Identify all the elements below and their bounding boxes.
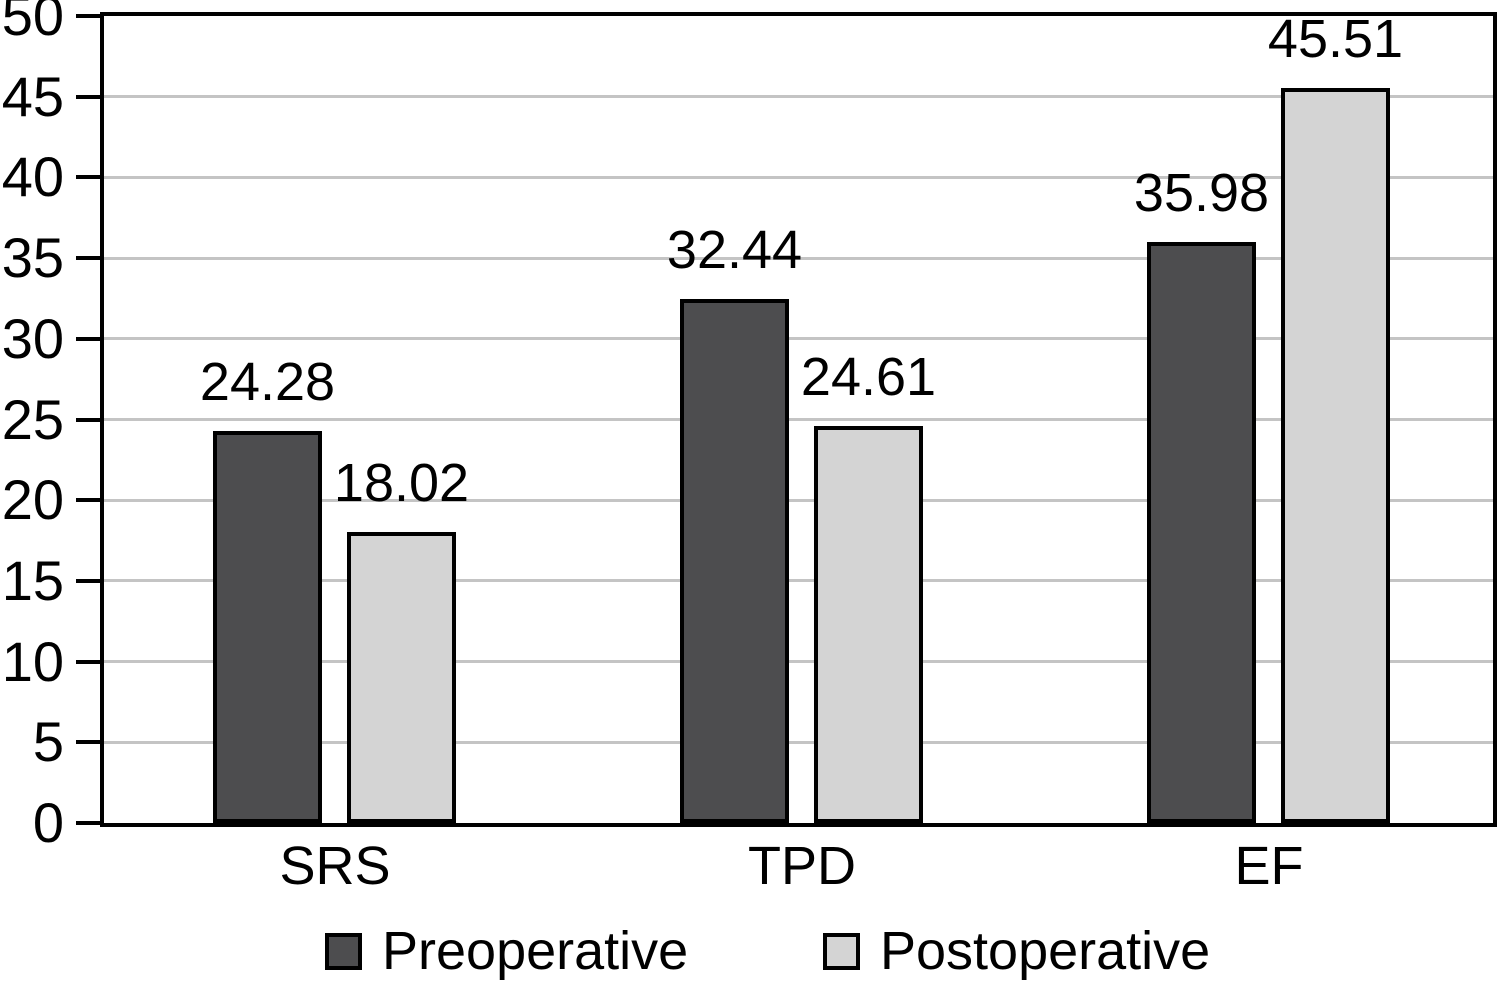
x-axis-label-srs: SRS [279, 836, 391, 896]
legend-item-postoperative: Postoperative [823, 922, 1210, 980]
y-tick-label-0: 0 [32, 791, 64, 854]
gridline-35 [104, 256, 1493, 260]
y-tick-label-10: 10 [1, 629, 64, 693]
gridline-25 [104, 418, 1493, 421]
gridline-15 [104, 579, 1493, 583]
gridline-10 [104, 660, 1493, 664]
y-tick-label-5: 5 [32, 710, 64, 774]
value-label-preoperative-tpd: 32.44 [666, 220, 803, 280]
y-tick-label-35: 35 [1, 226, 64, 290]
gridlines-layer [104, 16, 1493, 823]
postoperative-swatch [823, 932, 860, 970]
y-tick-45 [76, 94, 104, 99]
gridline-30 [104, 337, 1493, 341]
bar-preoperative-srs [213, 431, 322, 823]
plot-area: 24.28 18.02 32.44 24.61 35.98 45.51 [100, 12, 1497, 827]
y-tick-label-50: 50 [1, 0, 64, 47]
y-tick-35 [76, 256, 104, 261]
value-label-postoperative-ef: 45.51 [1267, 9, 1404, 69]
y-tick-25 [76, 417, 104, 422]
value-label-preoperative-ef: 35.98 [1133, 163, 1270, 223]
value-label-postoperative-tpd: 24.61 [800, 347, 937, 407]
y-tick-20 [76, 498, 104, 503]
y-tick-50 [76, 14, 104, 18]
y-tick-40 [76, 175, 104, 180]
gridline-5 [104, 740, 1493, 744]
y-tick-label-30: 30 [1, 306, 64, 370]
y-tick-5 [76, 740, 104, 745]
gridline-45 [104, 95, 1493, 99]
bar-postoperative-ef [1281, 88, 1390, 823]
y-tick-15 [76, 578, 104, 583]
bar-postoperative-tpd [814, 426, 923, 823]
y-tick-label-40: 40 [1, 145, 64, 209]
legend-item-preoperative: Preoperative [325, 922, 688, 980]
x-axis-label-tpd: TPD [748, 836, 856, 896]
y-tick-30 [76, 336, 104, 341]
x-axis-label-ef: EF [1234, 836, 1304, 896]
y-tick-label-25: 25 [1, 387, 64, 451]
preoperative-legend-label: Preoperative [382, 921, 689, 981]
bars-layer: 24.28 18.02 32.44 24.61 35.98 45.51 [104, 12, 1493, 823]
value-label-postoperative-srs: 18.02 [333, 453, 470, 513]
bar-postoperative-srs [347, 532, 456, 823]
gridline-20 [104, 498, 1493, 502]
bar-preoperative-tpd [680, 299, 789, 823]
y-tick-label-15: 15 [1, 548, 64, 612]
y-tick-10 [76, 659, 104, 664]
value-label-preoperative-srs: 24.28 [199, 352, 336, 412]
y-tick-0 [76, 821, 104, 825]
preoperative-swatch [325, 932, 362, 970]
bar-preoperative-ef [1147, 242, 1256, 823]
gridline-40 [104, 175, 1493, 179]
y-tick-label-45: 45 [1, 64, 64, 128]
postoperative-legend-label: Postoperative [880, 921, 1211, 981]
y-tick-label-20: 20 [1, 468, 64, 532]
